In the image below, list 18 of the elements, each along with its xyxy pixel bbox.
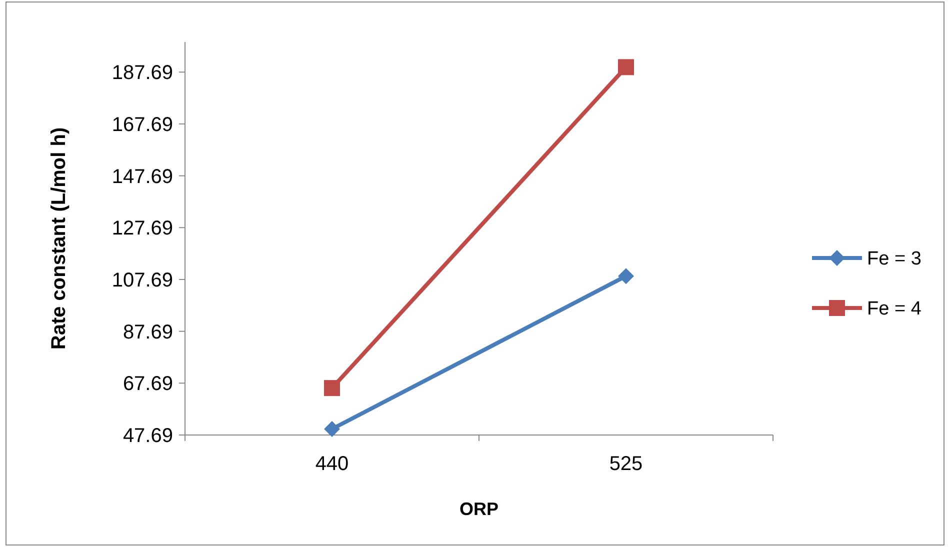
y-tick-label: 147.69 [112,166,173,188]
point [618,268,634,284]
x-axis-title: ORP [459,499,499,519]
point [324,380,340,396]
y-tick-label: 67.69 [122,373,173,396]
legend-label: Fe = 4 [867,298,922,320]
x-tick-label: 440 [315,453,349,475]
y-axis-title: Rate constant (L/mol h) [48,127,70,350]
y-tick-label: 107.69 [112,269,173,292]
x-tick-label: 525 [609,453,643,475]
point [618,59,634,76]
y-tick-label: 47.69 [122,425,173,447]
y-tick-label: 127.69 [112,218,173,240]
y-tick-label: 187.69 [112,62,173,84]
y-tick-label: 87.69 [122,321,173,344]
y-tick-label: 167.69 [112,114,173,136]
legend-label: Fe = 3 [867,248,922,270]
point [324,421,340,438]
